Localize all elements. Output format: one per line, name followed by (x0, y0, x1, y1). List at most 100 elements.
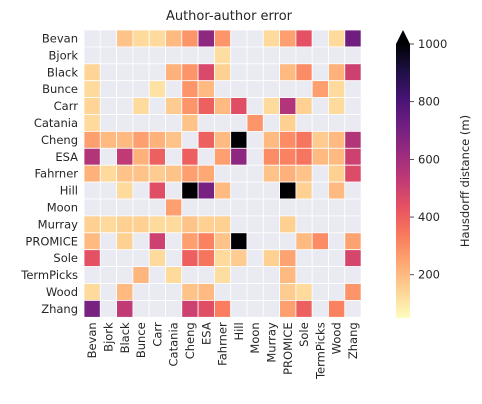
heatmap-cell (213, 114, 232, 132)
heatmap-cell (99, 215, 118, 234)
heatmap-cell (132, 147, 150, 166)
heatmap-cell (148, 46, 166, 65)
colorbar-extend-max (396, 30, 410, 44)
heatmap-cell (148, 97, 166, 115)
column-tick-label: PROMICE (281, 322, 295, 375)
chart-title: Author-author error (166, 9, 293, 24)
heatmap-cell (83, 299, 101, 318)
colorbar-tick-label: 1000 (418, 37, 447, 51)
heatmap-cell (262, 215, 280, 234)
heatmap-cell (116, 249, 134, 267)
heatmap-cell (328, 232, 346, 251)
row-tick-label: Hill (60, 184, 78, 198)
heatmap-cell (197, 198, 215, 217)
row-tick-label: Black (47, 65, 78, 79)
heatmap-cell (311, 130, 329, 149)
heatmap-cell (344, 215, 362, 234)
heatmap-cell (262, 97, 280, 115)
colorbar-tick-label: 400 (418, 210, 440, 224)
heatmap-cell (99, 97, 118, 115)
heatmap-cell (181, 181, 199, 200)
heatmap-cell (311, 215, 329, 234)
heatmap-cell (197, 130, 215, 149)
heatmap-cell (262, 164, 280, 183)
heatmap-cell (116, 130, 134, 149)
heatmap-cell (246, 147, 264, 166)
heatmap-cell (213, 46, 232, 65)
heatmap-cell (246, 97, 264, 115)
heatmap-cell (295, 46, 313, 65)
heatmap-cell (99, 63, 118, 82)
heatmap-cell (279, 164, 297, 183)
heatmap-cell (83, 232, 101, 251)
heatmap-cell (230, 46, 248, 65)
heatmap-cell (132, 46, 150, 65)
heatmap-cell (116, 215, 134, 234)
heatmap-cell (181, 46, 199, 65)
heatmap-cell (344, 63, 362, 82)
heatmap-cell (328, 181, 346, 200)
heatmap-cell (165, 29, 183, 48)
heatmap-cell (262, 147, 280, 166)
heatmap-cell (279, 147, 297, 166)
heatmap-cell (328, 46, 346, 65)
heatmap-cell (148, 80, 166, 98)
row-tick-label: TermPicks (20, 268, 78, 282)
column-tick-label: ESA (199, 322, 213, 345)
heatmap-cell (328, 29, 346, 48)
heatmap-cell (83, 63, 101, 82)
heatmap-cell (262, 46, 280, 65)
heatmap-cell (230, 29, 248, 48)
column-tick-label: Black (118, 322, 132, 353)
heatmap-cell (246, 198, 264, 217)
heatmap-cell (279, 29, 297, 48)
heatmap-cell (83, 80, 101, 98)
heatmap-cell (344, 249, 362, 267)
heatmap-cell (295, 80, 313, 98)
column-tick-label: Carr (150, 322, 164, 347)
row-tick-label: Murray (38, 217, 79, 231)
column-tick-label: Moon (248, 322, 262, 353)
row-tick-label: Bjork (48, 48, 78, 62)
heatmap-cell (99, 80, 118, 98)
heatmap-cell (132, 299, 150, 318)
column-tick-label: Fahrner (216, 322, 230, 366)
heatmap-cell (328, 80, 346, 98)
heatmap-cell (262, 29, 280, 48)
heatmap-cell (181, 249, 199, 267)
heatmap-cell (311, 147, 329, 166)
heatmap-cell (132, 283, 150, 301)
heatmap-cell (165, 283, 183, 301)
row-tick-label: Zhang (41, 302, 78, 316)
heatmap-cell (116, 114, 134, 132)
row-tick-label: Wood (46, 285, 78, 299)
heatmap-cell (197, 80, 215, 98)
heatmap-cell (328, 283, 346, 301)
heatmap-cell (165, 249, 183, 267)
heatmap-cell (230, 283, 248, 301)
heatmap-cell (181, 299, 199, 318)
heatmap-cell (181, 198, 199, 217)
heatmap-cell (197, 29, 215, 48)
column-tick-label: Cheng (183, 322, 197, 359)
heatmap-cell (279, 215, 297, 234)
heatmap-cell (197, 46, 215, 65)
heatmap-cell (197, 299, 215, 318)
heatmap-cell (344, 299, 362, 318)
heatmap-cell (181, 114, 199, 132)
heatmap-cell (328, 97, 346, 115)
heatmap-cell (148, 164, 166, 183)
heatmap-cell (83, 97, 101, 115)
heatmap-cell (246, 215, 264, 234)
heatmap-cell (295, 266, 313, 284)
heatmap-cell (181, 130, 199, 149)
heatmap-cell (116, 80, 134, 98)
heatmap-cell (165, 266, 183, 284)
heatmap-cell (279, 283, 297, 301)
heatmap-cell (181, 97, 199, 115)
heatmap-cell (344, 29, 362, 48)
column-tick-label: Bunce (134, 322, 148, 358)
heatmap-cell (99, 164, 118, 183)
heatmap-cell (99, 46, 118, 65)
